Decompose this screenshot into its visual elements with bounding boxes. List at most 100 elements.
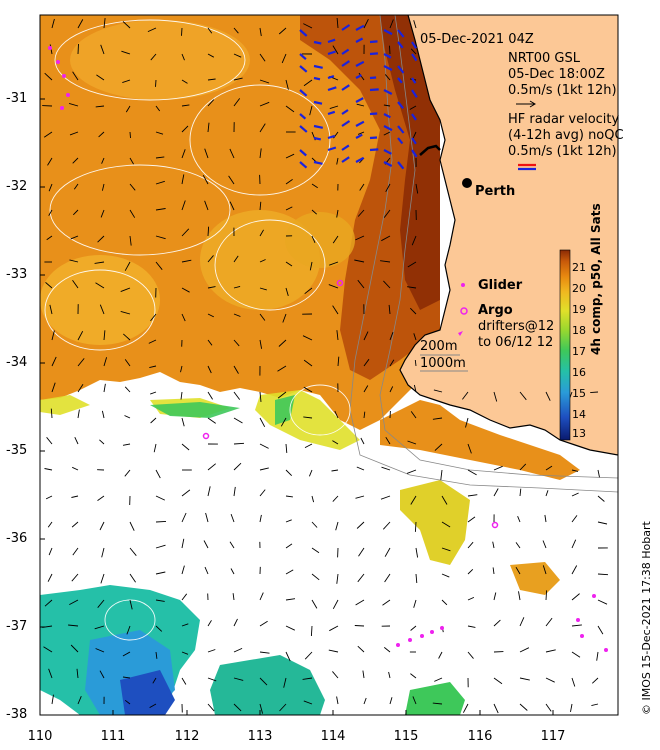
model-arrow [51,694,54,705]
model-arrow [545,677,555,683]
radar-arrow [355,97,364,103]
sst-cool-eddy-north [70,20,250,100]
radar-arrow [369,76,377,80]
model-arrow [121,50,131,55]
model-arrow [463,703,469,713]
model-arrow [147,27,157,33]
model-arrow [493,465,503,471]
colorbar-tick: 15 [572,387,586,400]
model-arrow [285,598,296,601]
model-arrow [302,677,313,680]
model-arrow [71,495,79,498]
model-arrow [383,280,391,289]
radar-title-line1: HF radar velocity [508,112,620,127]
radar-arrow [397,161,405,170]
radar-arrow [313,160,323,165]
model-arrow [259,339,263,349]
hf-radar-velocity-arrows [299,24,418,170]
model-arrow [259,592,264,601]
model-arrow [285,105,295,113]
model-arrow [259,229,264,237]
model-arrow [310,625,313,637]
radar-arrow [313,64,323,69]
model-arrow [207,677,217,682]
lat-tick: -36 [6,531,28,546]
model-arrow [304,651,313,660]
model-arrow [492,541,495,549]
model-arrow [207,286,216,289]
model-arrow [389,359,395,367]
model-arrow [332,495,339,502]
model-arrow [357,279,365,289]
model-arrow [354,625,365,627]
model-arrow [591,677,599,684]
model-arrow [229,541,235,549]
model-arrow [571,539,577,549]
model-arrow [50,408,53,419]
model-arrow [233,339,240,347]
drifters-legend-line1: drifters@12 [478,319,555,334]
model-arrow [103,18,106,29]
model-arrow [207,27,213,34]
model-arrow [207,53,215,58]
model-arrow [207,365,212,374]
model-arrow [358,72,365,81]
model-arrow [259,148,262,159]
model-arrow [233,703,242,712]
model-arrow [122,651,131,657]
model-arrow [415,183,419,194]
sst-cold-patch-southeast [405,682,465,715]
model-arrow [571,469,579,472]
model-arrow [332,440,339,445]
coastline [399,15,618,456]
model-arrow [412,696,417,705]
model-arrow [329,261,339,266]
model-arrow [382,521,391,530]
model-arrow [180,391,183,400]
model-arrow [101,183,105,191]
radar-arrow [341,84,350,91]
model-arrow [337,356,340,367]
model-arrow [207,703,215,712]
radar-arrow [355,24,365,31]
radar-arrow [355,74,362,79]
model-arrow [51,330,55,341]
model-arrow [385,183,391,193]
model-arrow [45,282,53,289]
model-arrow [259,489,266,497]
model-arrow [155,625,163,632]
radar-arrow [383,29,393,36]
radar-arrow [313,124,324,129]
model-arrow [181,565,185,575]
radar-arrow [327,50,336,56]
radar-arrow [341,60,351,67]
model-arrow [68,102,79,107]
model-arrow [277,365,287,372]
colorbar-tick: 19 [572,303,586,316]
model-arrow [207,391,213,400]
model-arrow [309,105,313,116]
radar-arrow [299,89,308,97]
model-arrow [204,200,209,211]
perth-label: Perth [475,184,516,199]
model-arrow [71,521,79,528]
model-arrow [233,255,239,263]
model-arrow [259,79,270,84]
radar-arrow [299,113,307,120]
lon-tick: 113 [247,729,273,744]
model-arrow [181,125,189,133]
model-arrow [285,261,293,267]
isobath-200m-label: 200m [420,339,458,354]
model-arrow [99,304,105,315]
model-arrow [76,668,79,679]
model-arrow [545,703,552,712]
radar-arrow [397,65,405,74]
glider-legend-label: Glider [478,278,523,293]
radar-arrow [299,65,308,73]
model-arrow [332,599,339,610]
lon-tick: 114 [320,729,346,744]
model-arrow [545,391,551,401]
argo-legend-marker [460,307,468,315]
model-arrow [233,391,241,400]
model-arrow [542,540,547,549]
